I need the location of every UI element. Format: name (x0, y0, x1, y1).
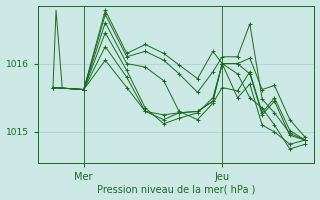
X-axis label: Pression niveau de la mer( hPa ): Pression niveau de la mer( hPa ) (97, 184, 255, 194)
